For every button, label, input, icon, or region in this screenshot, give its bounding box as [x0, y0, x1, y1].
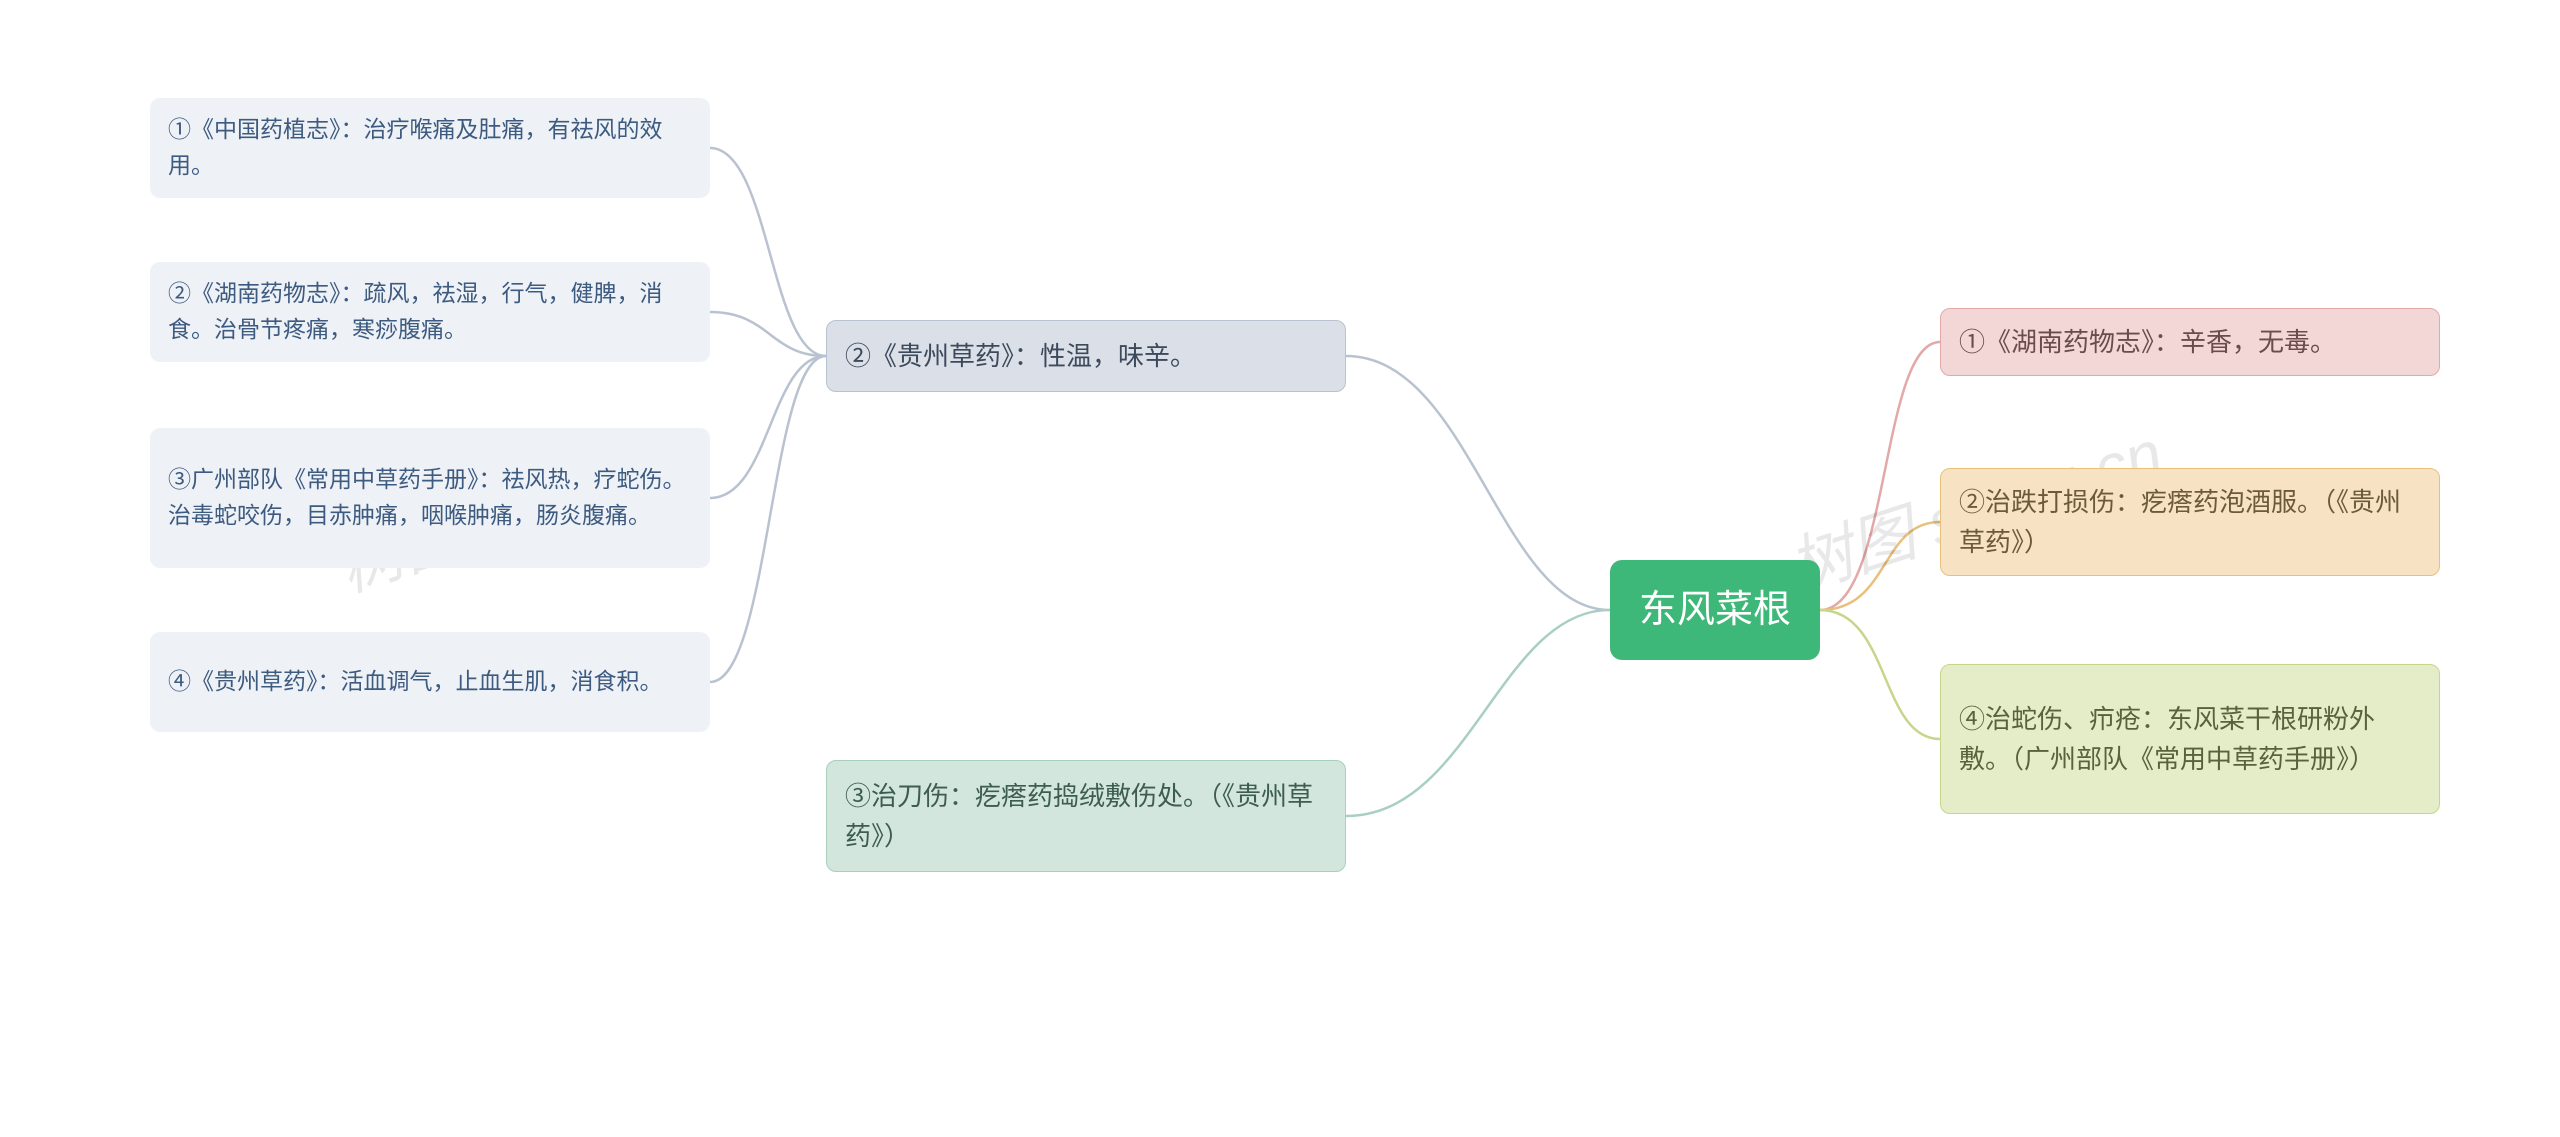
- right-node-2: ④治蛇伤、疖疮：东风菜干根研粉外敷。（广州部队《常用中草药手册》）: [1940, 664, 2440, 814]
- lt-child-0-label: ①《中国药植志》：治疗喉痛及肚痛，有祛风的效用。: [168, 112, 692, 183]
- connector-lt-child-3: [710, 356, 826, 682]
- right-node-0-label: ①《湖南药物志》：辛香，无毒。: [1959, 322, 2336, 362]
- lt-child-1-label: ②《湖南药物志》：疏风，祛湿，行气，健脾，消食。治骨节疼痛，寒痧腹痛。: [168, 276, 692, 347]
- lt-child-1: ②《湖南药物志》：疏风，祛湿，行气，健脾，消食。治骨节疼痛，寒痧腹痛。: [150, 262, 710, 362]
- right-node-1: ②治跌打损伤：疙瘩药泡酒服。（《贵州草药》）: [1940, 468, 2440, 576]
- lt-child-3-label: ④《贵州草药》：活血调气，止血生肌，消食积。: [168, 664, 663, 700]
- left-top-label: ②《贵州草药》：性温，味辛。: [845, 336, 1196, 376]
- connector-lt-child-0: [710, 148, 826, 356]
- connector-lt-child-2: [710, 356, 826, 498]
- connector-lt-child-1: [710, 312, 826, 356]
- right-node-1-label: ②治跌打损伤：疙瘩药泡酒服。（《贵州草药》）: [1959, 482, 2421, 563]
- connector-root-left-bottom: [1346, 610, 1610, 816]
- left-top-node: ②《贵州草药》：性温，味辛。: [826, 320, 1346, 392]
- root-label: 东风菜根: [1639, 581, 1791, 640]
- lt-child-2-label: ③广州部队《常用中草药手册》：祛风热，疗蛇伤。治毒蛇咬伤，目赤肿痛，咽喉肿痛，肠…: [168, 462, 692, 533]
- connector-root-right-0: [1820, 342, 1940, 610]
- connector-root-right-1: [1820, 522, 1940, 610]
- left-bottom-node: ③治刀伤：疙瘩药捣绒敷伤处。（《贵州草药》）: [826, 760, 1346, 872]
- left-bottom-label: ③治刀伤：疙瘩药捣绒敷伤处。（《贵州草药》）: [845, 776, 1327, 857]
- lt-child-3: ④《贵州草药》：活血调气，止血生肌，消食积。: [150, 632, 710, 732]
- connector-root-left-top: [1346, 356, 1610, 610]
- lt-child-2: ③广州部队《常用中草药手册》：祛风热，疗蛇伤。治毒蛇咬伤，目赤肿痛，咽喉肿痛，肠…: [150, 428, 710, 568]
- right-node-2-label: ④治蛇伤、疖疮：东风菜干根研粉外敷。（广州部队《常用中草药手册》）: [1959, 699, 2421, 780]
- connector-root-right-2: [1820, 610, 1940, 739]
- right-node-0: ①《湖南药物志》：辛香，无毒。: [1940, 308, 2440, 376]
- root-node: 东风菜根: [1610, 560, 1820, 660]
- lt-child-0: ①《中国药植志》：治疗喉痛及肚痛，有祛风的效用。: [150, 98, 710, 198]
